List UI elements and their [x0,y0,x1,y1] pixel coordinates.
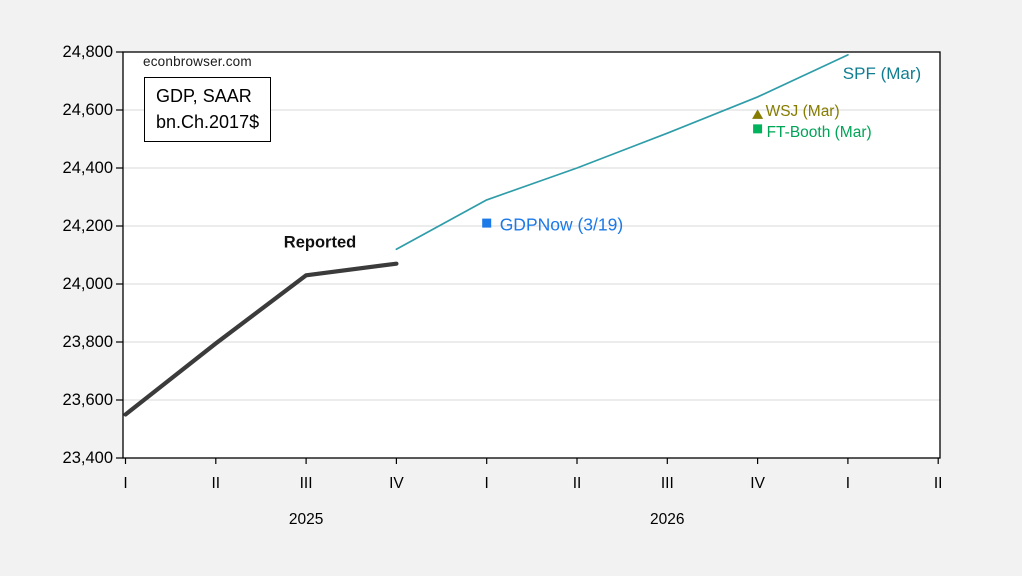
plot-border [122,51,941,459]
marker-gdpnow-3-19 [482,218,492,228]
axis-units-line-2: bn.Ch.2017$ [156,112,260,132]
marker-ft-booth-mar [753,124,763,134]
series-line-spf-mar [395,54,849,251]
marker-wsj-mar [752,109,764,119]
axis-units-box: GDP, SAAR bn.Ch.2017$ [144,77,271,142]
axis-units-line-1: GDP, SAAR [156,86,252,106]
watermark-text: econbrowser.com [143,54,252,69]
series-line-reported [123,261,399,417]
